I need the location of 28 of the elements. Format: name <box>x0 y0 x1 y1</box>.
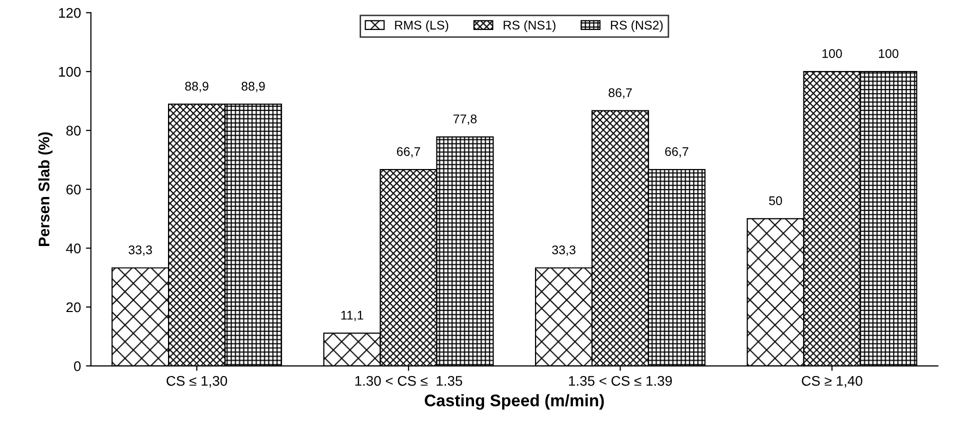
x-tick-label: 1.30 < CS ≤ 1.35 <box>355 376 462 386</box>
data-label: 86,7 <box>608 88 632 99</box>
legend-label: RS (NS2) <box>610 20 663 32</box>
legend-label: RMS (LS) <box>395 20 448 32</box>
y-tick-label: 40 <box>66 243 81 254</box>
data-label: 66,7 <box>396 147 420 158</box>
data-label: 11,1 <box>341 310 364 322</box>
x-axis-title: Casting Speed (m/min) <box>424 394 604 410</box>
y-tick-label: 20 <box>66 302 81 312</box>
legend-label: RS (NS1) <box>504 20 556 32</box>
data-label: 100 <box>822 49 842 58</box>
data-label: 88,9 <box>185 82 208 92</box>
y-tick-label: 120 <box>59 8 81 18</box>
data-label: 88,9 <box>242 82 265 92</box>
x-tick-label: 1.35 < CS ≤ 1.39 <box>569 376 672 386</box>
x-tick-label: CS ≤ 1,30 <box>166 376 228 388</box>
data-label: 100 <box>878 49 898 58</box>
y-tick-label: 60 <box>66 184 81 194</box>
x-tick-label: CS ≥ 1,40 <box>802 376 862 388</box>
y-tick-label: 100 <box>59 66 81 77</box>
data-label: 33,3 <box>128 245 152 256</box>
data-label: 33,3 <box>552 245 576 256</box>
data-label: 77,8 <box>453 114 477 125</box>
y-tick-label: 80 <box>66 126 81 136</box>
data-label: 66,7 <box>665 147 688 158</box>
y-axis-title: Persen Slab (%) <box>38 132 52 246</box>
y-tick-label: 0 <box>74 361 81 372</box>
data-label: 50 <box>769 196 782 206</box>
